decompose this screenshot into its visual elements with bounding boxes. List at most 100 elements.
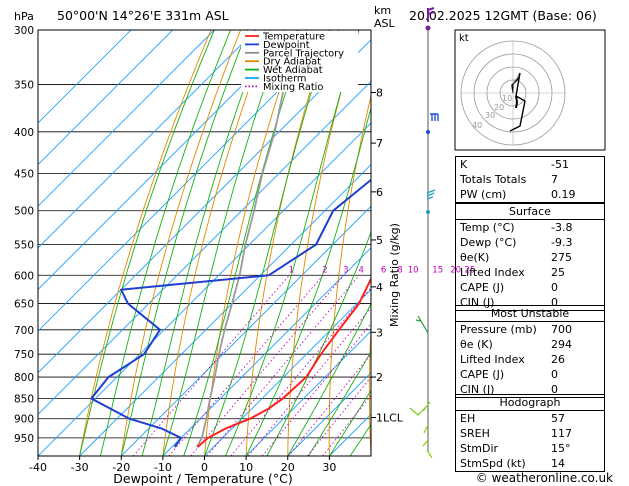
surface-row: Temp (°C) -3.8 — [456, 220, 604, 235]
asl-label: ASL — [374, 17, 396, 30]
surface-table: Surface Temp (°C) -3.8 Dewp (°C) -9.3 θe(K… — [455, 203, 605, 311]
indices-row: K -51 — [456, 157, 604, 172]
row-label: Dewp (°C) — [460, 236, 517, 249]
isotherm-line — [162, 247, 371, 456]
km-tick-label: 1LCL — [376, 412, 404, 425]
km-tick-label: 3 — [376, 326, 383, 339]
wind-marker — [426, 130, 430, 134]
hodograph-storm-motion — [515, 95, 519, 109]
pressure-tick-label: 350 — [14, 80, 34, 92]
mixing-ratio-label: 4 — [358, 265, 363, 275]
wind-barb — [427, 7, 435, 11]
dry-adiabat-line — [245, 30, 330, 456]
datetime-title: 20.02.2025 12GMT (Base: 06) — [409, 8, 597, 23]
legend-label: Parcel Trajectory — [263, 48, 344, 59]
wet-adiabat-line — [329, 389, 371, 456]
isotherm-line — [38, 30, 215, 207]
row-label: Temp (°C) — [460, 221, 515, 234]
row-label: Totals Totals — [460, 173, 527, 186]
pressure-tick-label: 300 — [14, 25, 34, 37]
row-value: 7 — [551, 173, 558, 186]
isotherm-line — [38, 30, 257, 249]
wind-barb — [422, 424, 433, 459]
legend-label: Temperature — [262, 32, 325, 43]
hodograph-ring-label: 30 — [485, 111, 495, 120]
pressure-tick-label: 700 — [14, 325, 34, 337]
hodograph-ring-label: 10 — [502, 94, 512, 103]
wind-barb — [430, 113, 439, 121]
mixing-ratio-line — [132, 275, 290, 456]
x-tick-label: -20 — [112, 461, 130, 474]
isotherm-line — [38, 122, 371, 456]
dry-adiabat-line — [162, 30, 271, 456]
x-tick-label: 30 — [322, 461, 336, 474]
wind-profile — [409, 7, 439, 459]
mixing-ratio-label: 8 — [397, 265, 402, 275]
hodograph-frame — [454, 29, 606, 151]
hodograph-trace — [509, 72, 526, 132]
row-value: 0.19 — [551, 188, 576, 201]
most-unstable-row: CAPE (J) 0 — [456, 367, 604, 382]
wind-marker — [426, 210, 430, 214]
isotherm-line — [38, 30, 132, 124]
pressure-tick-label: 550 — [14, 239, 34, 251]
mixing-ratio-label: 6 — [381, 265, 386, 275]
wet-adiabat-line — [79, 30, 215, 456]
location-title: 50°00'N 14°26'E 331m ASL — [57, 8, 229, 23]
axes-layer: 1 2 3 4 6 8 10 15 20 2530035040045050055060065070… — [14, 25, 475, 474]
row-label: CIN (J) — [460, 383, 495, 396]
pressure-tick-label: 850 — [14, 393, 34, 405]
legend-background — [241, 31, 358, 92]
wet-adiabat-line — [162, 30, 286, 456]
row-value: 15° — [551, 442, 571, 455]
km-tick-label: 6 — [376, 186, 383, 199]
legend-label: Isotherm — [263, 74, 306, 85]
legend-label: Dry Adiabat — [263, 57, 321, 68]
row-value: 0 — [551, 281, 558, 294]
isotherm-line — [38, 80, 371, 416]
isotherm-line — [120, 205, 371, 456]
grid-layer — [38, 30, 629, 456]
row-label: PW (cm) — [460, 188, 507, 201]
isotherm-line — [287, 372, 371, 456]
legend-label: Wet Adiabat — [263, 65, 323, 76]
row-label: CAPE (J) — [460, 368, 505, 381]
wind-barb — [427, 11, 435, 15]
row-value: 294 — [551, 338, 572, 351]
wind-barb — [426, 189, 436, 200]
pressure-tick-label: 500 — [14, 206, 34, 218]
surface-row: CAPE (J) 0 — [456, 280, 604, 295]
row-label: Lifted Index — [460, 353, 525, 366]
hodograph-trace-light — [512, 75, 520, 94]
isotherm-line — [204, 288, 371, 456]
surface-row: Dewp (°C) -9.3 — [456, 235, 604, 250]
wet-adiabat-line — [308, 350, 371, 456]
hodograph-params-row: StmSpd (kt) 14 — [456, 456, 604, 471]
mixing-ratio-label: 25 — [465, 265, 476, 275]
pressure-tick-label: 900 — [14, 414, 34, 426]
mixing-ratio-label: 1 — [289, 265, 294, 275]
row-label: K — [460, 158, 468, 171]
most-unstable-row: Pressure (mb) 700 — [456, 322, 604, 337]
legend-label: Dewpoint — [263, 40, 310, 51]
km-tick-label: 5 — [376, 234, 383, 247]
x-axis-label: Dewpoint / Temperature (°C) — [113, 471, 292, 486]
hodograph-params-table: Hodograph EH 57 SREH 117 StmDir 15° StmSpd … — [455, 394, 605, 472]
hodograph: kt 10 20 30 40 — [454, 29, 606, 151]
wind-barb — [409, 401, 431, 416]
dry-adiabat-line — [204, 30, 301, 456]
mixing-ratio-line — [190, 275, 345, 456]
wet-adiabat-line — [183, 30, 307, 456]
dry-adiabat-line — [619, 30, 629, 456]
mixing-ratio-axis-label: Mixing Ratio (g/kg) — [388, 223, 401, 327]
hpa-label: hPa — [14, 10, 34, 23]
wet-adiabat-line — [204, 30, 332, 456]
series-parcel-trajectory-line — [196, 30, 299, 448]
wet-adiabat-line — [99, 30, 232, 456]
pressure-tick-label: 800 — [14, 372, 34, 384]
hodograph-ring-label: 20 — [494, 103, 504, 112]
row-value: -51 — [551, 158, 569, 171]
mixing-ratio-line — [247, 307, 371, 456]
isotherm-line — [79, 163, 371, 456]
